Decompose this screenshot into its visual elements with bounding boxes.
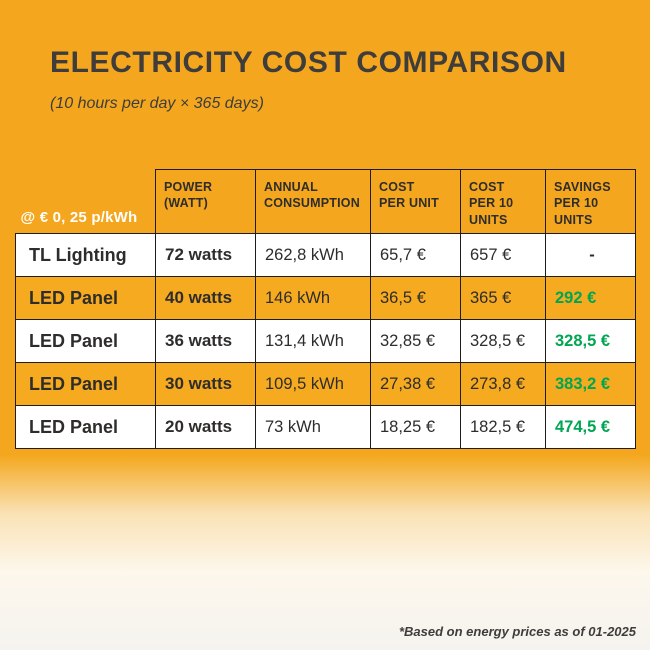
- power-cell: 20 watts: [155, 405, 256, 449]
- consumption-cell: 262,8 kWh: [255, 233, 371, 277]
- table-row: TL Lighting 72 watts 262,8 kWh 65,7 € 65…: [15, 233, 636, 277]
- table-head: @ € 0, 25 p/kWh POWER (WATT) ANNUAL CONS…: [16, 169, 636, 234]
- cost-per-10-cell: 365 €: [460, 276, 546, 320]
- product-name-cell: LED Panel: [15, 319, 156, 363]
- product-name-cell: LED Panel: [15, 405, 156, 449]
- table-row: LED Panel 36 watts 131,4 kWh 32,85 € 328…: [15, 319, 636, 363]
- consumption-cell: 146 kWh: [255, 276, 371, 320]
- savings-cell: -: [545, 233, 636, 277]
- savings-cell: 474,5 €: [545, 405, 636, 449]
- table-body: TL Lighting 72 watts 262,8 kWh 65,7 € 65…: [15, 233, 636, 449]
- col-header-cost-per-unit: COST PER UNIT: [370, 169, 461, 234]
- col-header-savings: SAVINGS PER 10 UNITS: [545, 169, 636, 234]
- consumption-cell: 73 kWh: [255, 405, 371, 449]
- cost-per-10-cell: 273,8 €: [460, 362, 546, 406]
- power-cell: 30 watts: [155, 362, 256, 406]
- consumption-cell: 131,4 kWh: [255, 319, 371, 363]
- rate-label: @ € 0, 25 p/kWh: [20, 208, 138, 226]
- product-name-cell: LED Panel: [15, 362, 156, 406]
- savings-cell: 292 €: [545, 276, 636, 320]
- comparison-table: @ € 0, 25 p/kWh POWER (WATT) ANNUAL CONS…: [15, 169, 636, 449]
- cost-per-unit-cell: 27,38 €: [370, 362, 461, 406]
- col-header-power: POWER (WATT): [155, 169, 256, 234]
- cost-per-10-cell: 657 €: [460, 233, 546, 277]
- savings-cell: 328,5 €: [545, 319, 636, 363]
- table-row: LED Panel 30 watts 109,5 kWh 27,38 € 273…: [15, 362, 636, 406]
- header: ELECTRICITY COST COMPARISON (10 hours pe…: [0, 0, 650, 113]
- footnote: *Based on energy prices as of 01-2025: [398, 624, 636, 639]
- product-name-cell: LED Panel: [15, 276, 156, 320]
- page-title: ELECTRICITY COST COMPARISON: [50, 46, 567, 79]
- table-row: LED Panel 40 watts 146 kWh 36,5 € 365 € …: [15, 276, 636, 320]
- col-header-cost-per-10: COST PER 10 UNITS: [460, 169, 546, 234]
- cost-per-10-cell: 182,5 €: [460, 405, 546, 449]
- consumption-cell: 109,5 kWh: [255, 362, 371, 406]
- table-row: LED Panel 20 watts 73 kWh 18,25 € 182,5 …: [15, 405, 636, 449]
- page-subtitle: (10 hours per day × 365 days): [50, 95, 264, 112]
- cost-per-unit-cell: 36,5 €: [370, 276, 461, 320]
- cost-per-unit-cell: 32,85 €: [370, 319, 461, 363]
- cost-per-unit-cell: 65,7 €: [370, 233, 461, 277]
- col-header-consumption: ANNUAL CONSUMPTION: [255, 169, 371, 234]
- cost-per-unit-cell: 18,25 €: [370, 405, 461, 449]
- table-header-row: @ € 0, 25 p/kWh POWER (WATT) ANNUAL CONS…: [16, 169, 636, 234]
- power-cell: 36 watts: [155, 319, 256, 363]
- product-name-cell: TL Lighting: [15, 233, 156, 277]
- cost-per-10-cell: 328,5 €: [460, 319, 546, 363]
- power-cell: 40 watts: [155, 276, 256, 320]
- power-cell: 72 watts: [155, 233, 256, 277]
- savings-cell: 383,2 €: [545, 362, 636, 406]
